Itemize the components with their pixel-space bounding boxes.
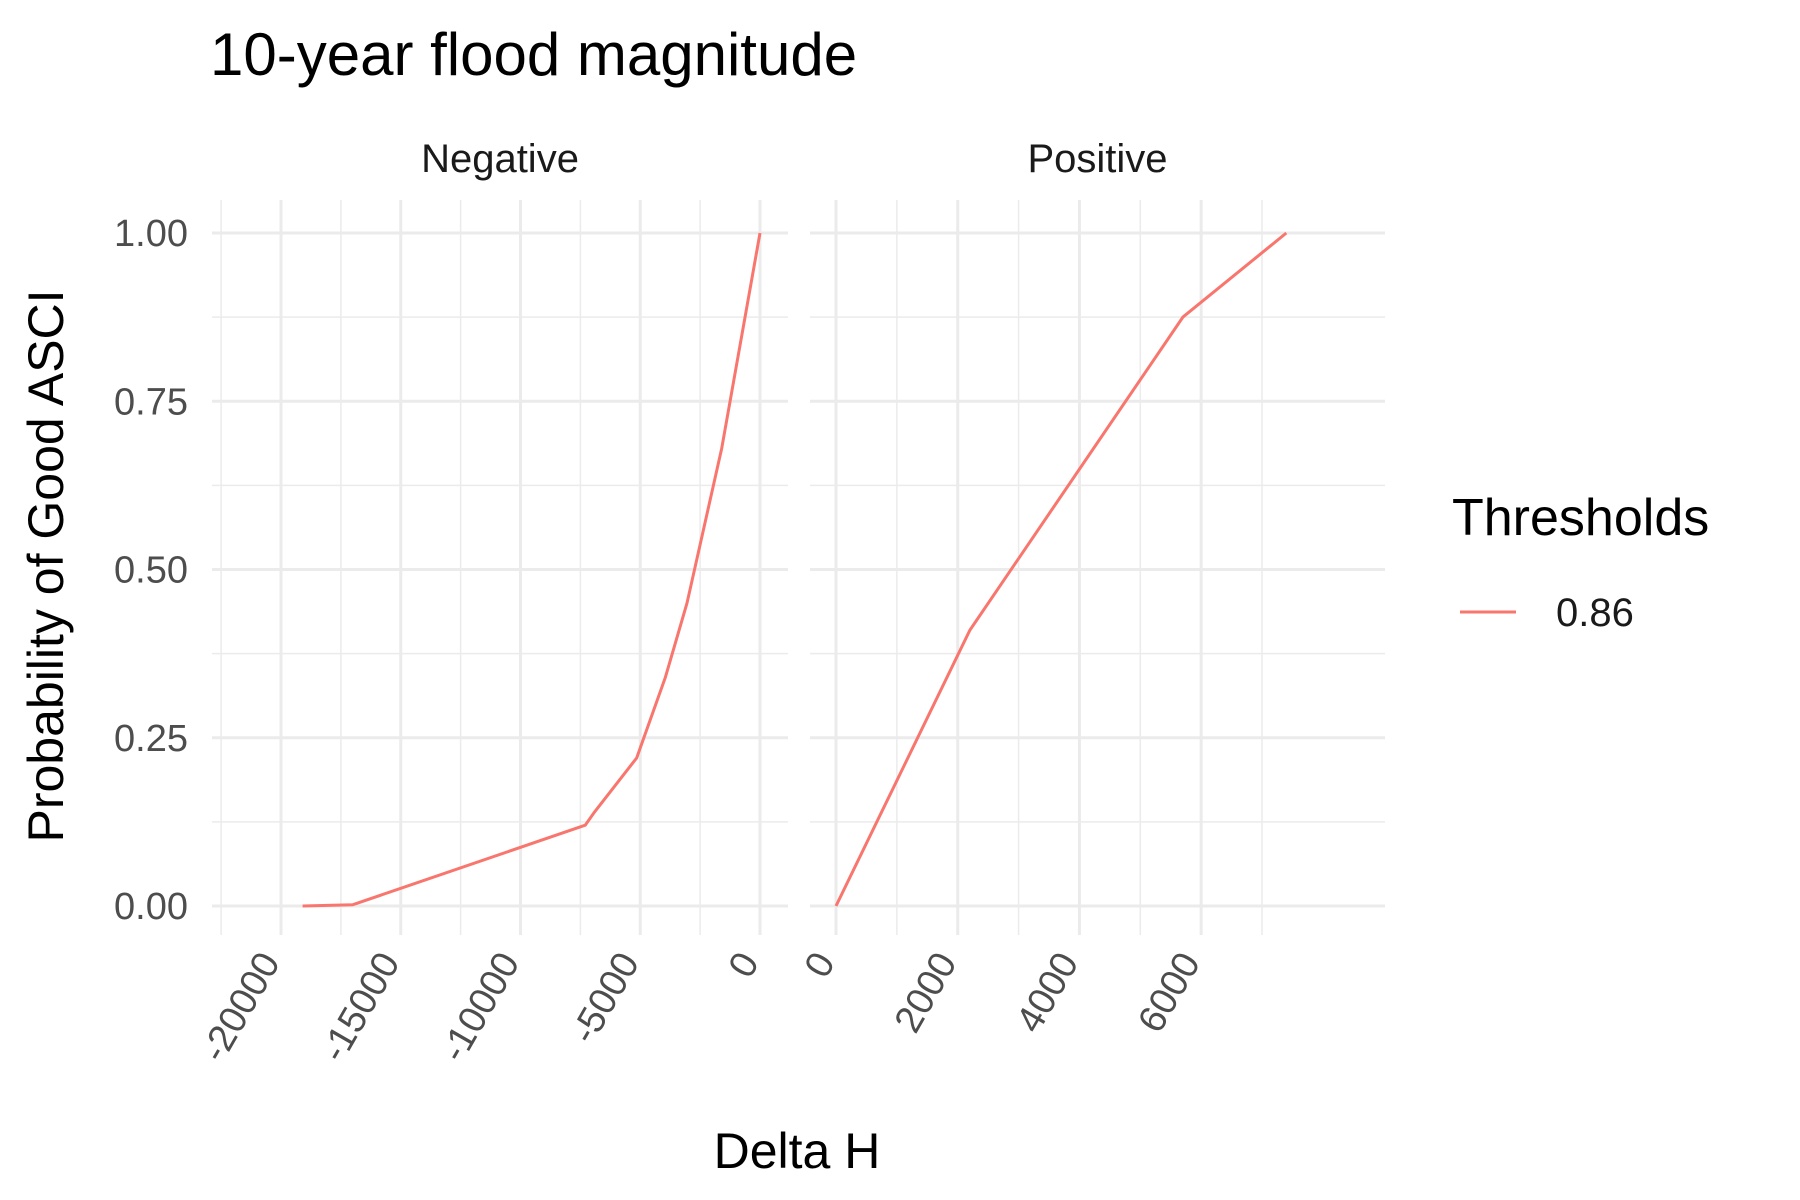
- panel-positive-x-ticks: 0 2000 4000 6000: [797, 946, 1209, 1040]
- legend-label: 0.86: [1556, 591, 1634, 635]
- panel-negative-grid: [212, 200, 788, 935]
- y-tick-label: 0.75: [114, 381, 188, 423]
- series-line-positive: [834, 231, 1288, 907]
- x-tick-label-positive: 4000: [1009, 946, 1088, 1040]
- legend: Thresholds 0.86: [1452, 489, 1709, 635]
- x-tick-label-positive: 6000: [1130, 946, 1209, 1040]
- panel-positive-grid: [810, 200, 1385, 935]
- y-axis-title: Probability of Good ASCI: [18, 289, 74, 842]
- y-axis-ticks: 0.00 0.25 0.50 0.75 1.00: [114, 213, 188, 928]
- x-tick-label-negative: -20000: [193, 946, 289, 1069]
- x-tick-label-negative: -10000: [433, 946, 529, 1069]
- x-tick-label-negative: -15000: [313, 946, 409, 1069]
- x-tick-label-positive: 0: [797, 946, 844, 985]
- panel-positive: Positive 0 2000 4000 6000: [797, 137, 1385, 1040]
- series-line-negative: [302, 232, 762, 908]
- panel-negative-x-ticks: -20000 -15000 -10000 -5000 0: [193, 946, 768, 1069]
- panel-positive-series: [834, 231, 1288, 907]
- y-tick-label: 0.50: [114, 550, 188, 592]
- panel-positive-label: Positive: [1027, 137, 1167, 181]
- legend-title: Thresholds: [1452, 489, 1709, 547]
- x-axis-title: Delta H: [714, 1123, 881, 1179]
- panel-negative-label: Negative: [421, 137, 579, 181]
- panel-negative: Negative -20000 -15000 -10000 -5000 0: [193, 137, 788, 1069]
- panel-negative-series: [302, 232, 762, 908]
- chart-title: 10-year flood magnitude: [210, 21, 857, 88]
- y-tick-label: 0.25: [114, 718, 188, 760]
- x-tick-label-negative: 0: [721, 946, 768, 985]
- x-tick-label-positive: 2000: [887, 946, 966, 1040]
- x-tick-label-negative: -5000: [563, 946, 648, 1051]
- y-tick-label: 0.00: [114, 886, 188, 928]
- y-tick-label: 1.00: [114, 213, 188, 255]
